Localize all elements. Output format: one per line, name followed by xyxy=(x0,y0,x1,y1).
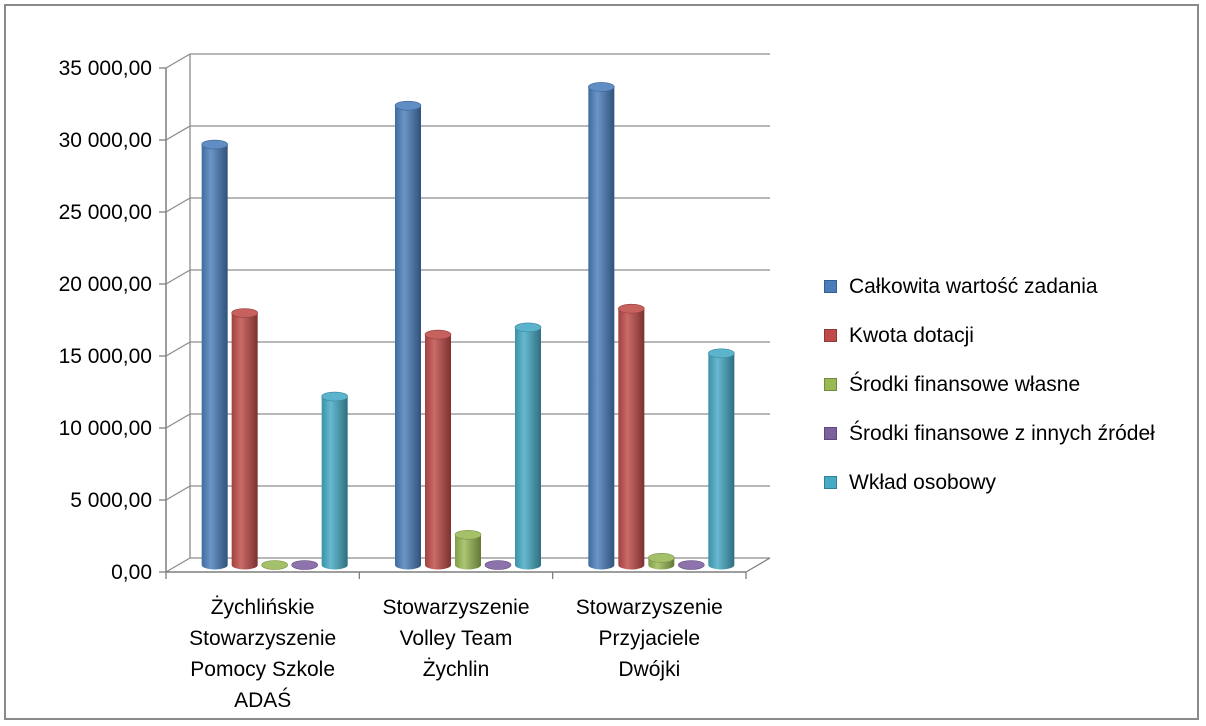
legend-item: Środki finansowe z innych źródeł xyxy=(824,409,1155,458)
legend-item: Kwota dotacji xyxy=(824,311,1155,360)
legend-item: Środki finansowe własne xyxy=(824,360,1155,409)
x-tick-label: Pomocy Szkole xyxy=(190,658,335,681)
x-tick-label: Stowarzyszenie xyxy=(382,596,529,619)
bar xyxy=(648,553,674,569)
bar xyxy=(202,140,228,569)
legend-swatch xyxy=(824,427,837,440)
x-tick-label: Przyjaciele xyxy=(599,627,701,650)
legend-label: Całkowita wartość zadania xyxy=(849,275,1098,299)
y-tick-label: 20 000,00 xyxy=(59,273,152,296)
legend-item: Całkowita wartość zadania xyxy=(824,262,1155,311)
legend-swatch xyxy=(824,378,837,391)
legend-swatch xyxy=(824,280,837,293)
y-tick-label: 25 000,00 xyxy=(59,201,152,224)
x-tick-label: Żychlin xyxy=(423,658,490,681)
bar xyxy=(395,101,421,569)
x-tick-label: Stowarzyszenie xyxy=(576,596,723,619)
x-tick-label: Dwójki xyxy=(618,658,680,681)
chart-frame: 0,00 5 000,00 10 000,00 15 000,00 20 000,00 2… xyxy=(4,4,1199,720)
legend-swatch xyxy=(824,476,837,489)
y-tick-label: 5 000,00 xyxy=(70,489,152,512)
bar xyxy=(322,392,348,569)
legend-label: Środki finansowe z innych źródeł xyxy=(849,422,1155,446)
y-tick-label: 30 000,00 xyxy=(59,129,152,152)
legend-label: Wkład osobowy xyxy=(849,471,996,495)
bar xyxy=(588,82,614,569)
bar xyxy=(455,530,481,569)
x-tick-label: ADAŚ xyxy=(234,688,291,712)
x-tick-label: Żychlińskie xyxy=(211,596,315,619)
x-tick-label: Stowarzyszenie xyxy=(189,627,336,650)
legend: Całkowita wartość zadania Kwota dotacji Śr… xyxy=(824,262,1155,507)
bar xyxy=(292,561,318,570)
y-tick-label: 10 000,00 xyxy=(59,417,152,440)
legend-label: Środki finansowe własne xyxy=(849,373,1080,397)
bar xyxy=(515,323,541,570)
y-tick-label: 15 000,00 xyxy=(59,345,152,368)
legend-item: Wkład osobowy xyxy=(824,458,1155,507)
bar xyxy=(485,561,511,570)
bar xyxy=(678,561,704,570)
bar xyxy=(262,561,288,570)
bar xyxy=(618,304,644,569)
bar xyxy=(708,349,734,570)
legend-label: Kwota dotacji xyxy=(849,324,974,348)
bar xyxy=(232,309,258,570)
y-tick-label: 35 000,00 xyxy=(59,57,152,80)
bar xyxy=(425,330,451,569)
x-tick-label: Volley Team xyxy=(400,627,513,650)
y-tick-label: 0,00 xyxy=(111,561,152,584)
legend-swatch xyxy=(824,329,837,342)
